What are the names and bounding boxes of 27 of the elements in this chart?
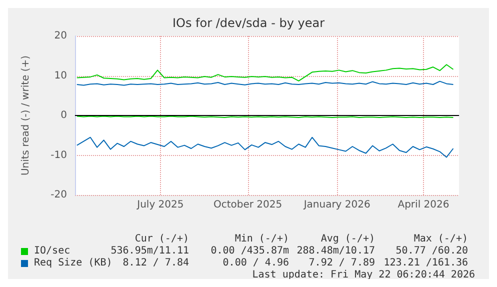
text: Cur (-/+) <box>134 234 189 244</box>
text: 288.48m/10.17 <box>296 246 376 256</box>
legend-label: IO/sec <box>34 246 70 256</box>
chart-title: IOs for /dev/sda - by year <box>172 16 325 30</box>
line-series <box>76 64 454 82</box>
y-tick-label: -20 <box>50 190 67 200</box>
text: 536.95m/11.11 <box>110 246 190 256</box>
y-tick-label: 10 <box>54 70 67 82</box>
text: Avg (-/+) <box>320 234 375 244</box>
y-tick-label: 20 <box>54 30 67 42</box>
text: 0.00 / 4.96 <box>222 258 290 268</box>
text: 123.21 /161.36 <box>384 258 468 268</box>
line-series <box>76 136 454 158</box>
x-tick-label: October 2025 <box>213 200 282 210</box>
text: Max (-/+) <box>414 234 468 244</box>
y-axis-title: Units read (-) / write (+) <box>20 55 32 176</box>
text: Min (-/+) <box>234 234 289 244</box>
x-tick-label: April 2026 <box>398 200 450 210</box>
legend-label: Req Size (KB) <box>34 258 112 268</box>
text: 50.77 /60.20 <box>396 246 468 256</box>
y-tick-label: 0 <box>60 110 67 121</box>
text: 8.12 / 7.84 <box>122 258 190 268</box>
x-tick-label: January 2026 <box>302 200 370 210</box>
y-tick-label: -10 <box>50 150 67 161</box>
x-tick-label: July 2025 <box>136 200 184 210</box>
text: 7.92 / 7.89 <box>308 258 376 268</box>
text: 0.00 /435.87m <box>210 246 290 256</box>
